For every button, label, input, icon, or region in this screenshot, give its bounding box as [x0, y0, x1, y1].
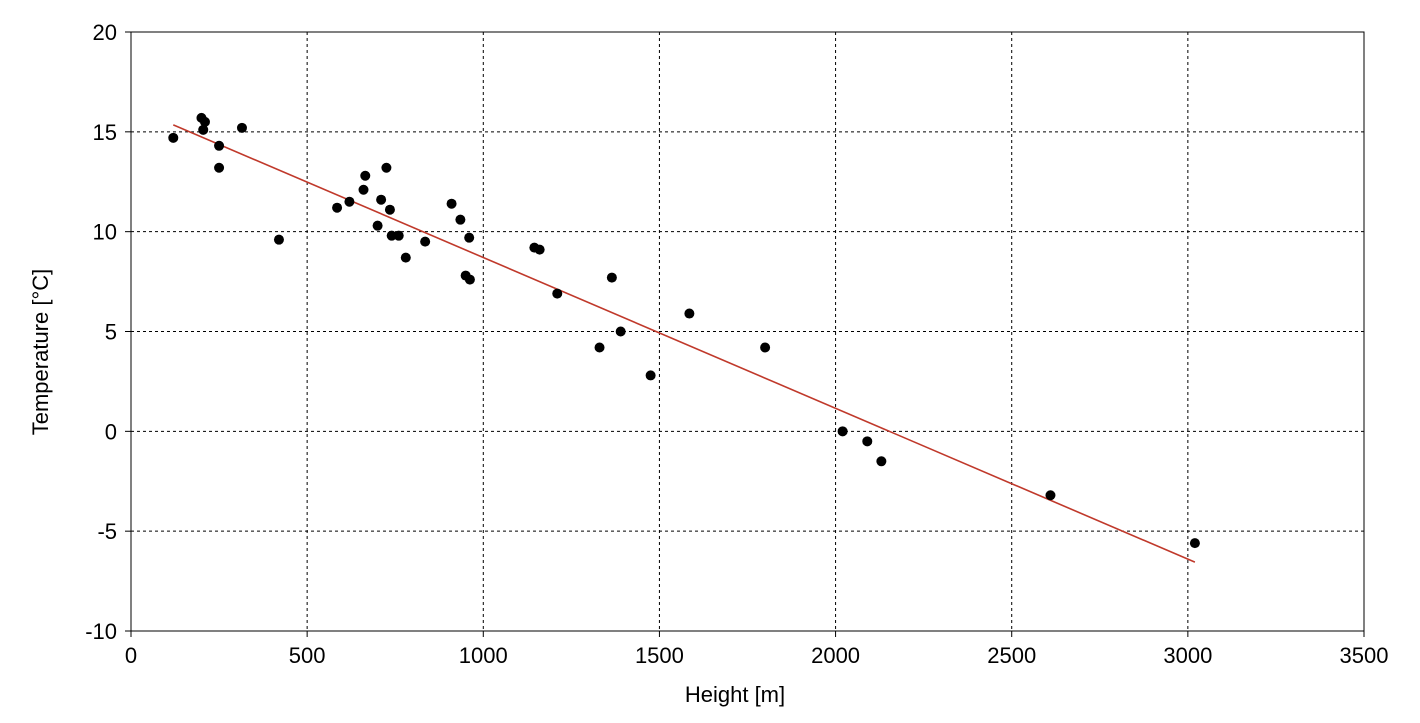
data-point [273, 234, 284, 245]
data-point [837, 426, 848, 437]
trendline-layer [172, 124, 1196, 563]
y-tick-label: 0 [105, 419, 117, 444]
data-point [862, 436, 873, 447]
y-axis-label: Temperature [°C] [28, 269, 53, 436]
x-tick-label: 2000 [811, 643, 860, 668]
x-tick-labels: 0 500 1000 1500 2000 2500 3000 3500 [125, 631, 1389, 668]
x-tick-label: 1000 [459, 643, 508, 668]
data-point [645, 370, 656, 381]
y-tick-labels: -10 -5 0 5 10 15 20 [85, 20, 131, 644]
x-tick-label: 3500 [1340, 643, 1389, 668]
data-point [534, 244, 545, 255]
data-point [236, 122, 247, 133]
data-point [552, 288, 563, 299]
data-point [594, 342, 605, 353]
data-point [420, 236, 431, 247]
x-tick-label: 3000 [1163, 643, 1212, 668]
data-point [615, 326, 626, 337]
x-tick-label: 2500 [987, 643, 1036, 668]
x-tick-label: 0 [125, 643, 137, 668]
x-tick-label: 500 [289, 643, 326, 668]
data-point [384, 204, 395, 215]
y-tick-label: -10 [85, 619, 117, 644]
y-tick-label: 20 [93, 20, 117, 45]
data-point [760, 342, 771, 353]
data-point [464, 232, 475, 243]
data-point [199, 116, 210, 127]
data-point [1189, 538, 1200, 549]
data-point [464, 274, 475, 285]
data-point [360, 170, 371, 181]
data-point [876, 456, 887, 467]
data-point [381, 162, 392, 173]
y-tick-label: 15 [93, 120, 117, 145]
data-points [168, 112, 1200, 549]
data-point [1045, 490, 1056, 501]
y-tick-label: 10 [93, 220, 117, 245]
data-point [400, 252, 411, 263]
data-point [168, 132, 179, 143]
data-point [684, 308, 695, 319]
y-tick-label: -5 [97, 519, 117, 544]
data-point [214, 140, 225, 151]
data-point [455, 214, 466, 225]
data-point [393, 230, 404, 241]
data-point [376, 194, 387, 205]
data-point [214, 162, 225, 173]
data-point [198, 124, 209, 135]
data-point [386, 230, 397, 241]
data-point [358, 184, 369, 195]
data-point [372, 220, 383, 231]
data-point [446, 198, 457, 209]
data-point [344, 196, 355, 207]
x-axis-label: Height [m] [685, 682, 785, 707]
grid-lines [131, 32, 1364, 631]
trendline [172, 124, 1196, 563]
x-tick-label: 1500 [635, 643, 684, 668]
data-point [332, 202, 343, 213]
y-tick-label: 5 [105, 320, 117, 345]
plot-frame [130, 31, 1365, 632]
data-point [606, 272, 617, 283]
